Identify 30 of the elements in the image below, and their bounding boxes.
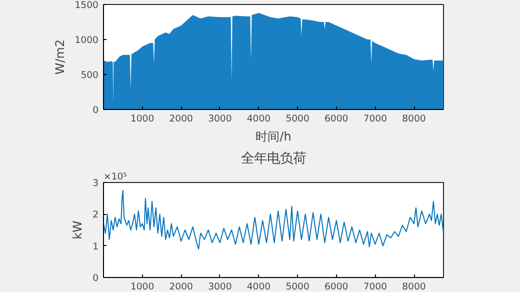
x-tick-label: 6000 bbox=[324, 114, 348, 124]
x-tick-label: 4000 bbox=[246, 114, 271, 124]
x-tick-label: 6000 bbox=[324, 282, 348, 292]
line-series bbox=[104, 190, 444, 250]
y-tick-label: 500 bbox=[80, 70, 99, 81]
chart-title: 全年电负荷 bbox=[241, 152, 306, 166]
y-tick-label: 0 bbox=[92, 273, 99, 284]
y-tick-label: 3 bbox=[92, 178, 99, 189]
x-tick-label: 8000 bbox=[402, 282, 426, 292]
y-tick-label: 0 bbox=[92, 105, 99, 116]
y-tick-label: 1 bbox=[92, 241, 99, 252]
x-tick-label: 5000 bbox=[286, 114, 310, 124]
x-tick-label: 3000 bbox=[208, 114, 232, 124]
y-tick-label: 1500 bbox=[74, 0, 99, 11]
y-axis-title: W/m2 bbox=[52, 39, 67, 75]
x-tick-label: 1000 bbox=[130, 282, 154, 292]
text: ×10⁵ bbox=[104, 172, 128, 182]
y-tick-label: 2 bbox=[92, 210, 99, 221]
x-tick-label: 7000 bbox=[363, 282, 388, 292]
y-tick-label: 1000 bbox=[74, 35, 99, 46]
x-tick-label: 4000 bbox=[246, 282, 271, 292]
x-tick-label: 1000 bbox=[130, 114, 154, 124]
x-tick-label: 3000 bbox=[208, 282, 232, 292]
x-tick-label: 2000 bbox=[169, 114, 194, 124]
x-tick-label: 2000 bbox=[169, 282, 194, 292]
x-tick-label: 7000 bbox=[363, 114, 388, 124]
x-tick-label: 5000 bbox=[286, 282, 310, 292]
y-axis-title: kW bbox=[70, 220, 85, 240]
x-tick-label: 8000 bbox=[402, 114, 426, 124]
x-axis-title: 时间/h bbox=[256, 130, 292, 144]
